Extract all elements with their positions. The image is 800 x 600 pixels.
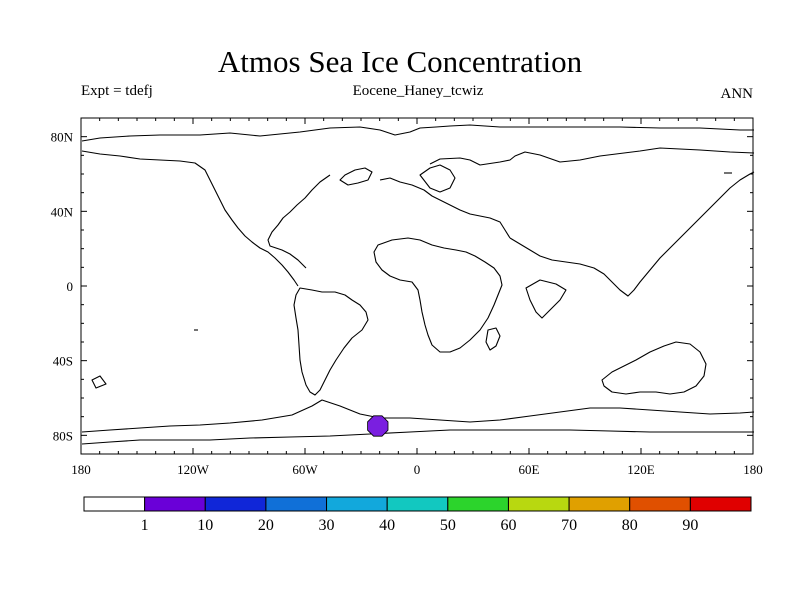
longitude-tick-label: 120E	[627, 462, 655, 477]
latitude-tick-label: 80N	[51, 130, 74, 145]
colorbar-swatch	[629, 496, 691, 512]
longitude-tick-label: 120W	[177, 462, 210, 477]
colorbar-swatch	[447, 496, 509, 512]
latitude-labels: 80N 40N 0 40S 80S	[51, 130, 74, 444]
longitude-tick-label: 60E	[519, 462, 540, 477]
latitude-tick-label: 80S	[53, 428, 73, 443]
colorbar-swatch	[204, 496, 267, 512]
colorbar-swatch	[507, 496, 570, 512]
colorbar-tick-label: 30	[319, 517, 335, 534]
colorbar	[83, 496, 752, 512]
coastlines	[81, 124, 755, 445]
colorbar-tick-label: 40	[379, 517, 395, 534]
colorbar-tick-label: 80	[622, 517, 638, 534]
latitude-tick-label: 40N	[51, 204, 74, 219]
map-ticks	[80, 117, 754, 455]
colorbar-swatch	[689, 496, 752, 512]
season-label: ANN	[720, 86, 754, 102]
colorbar-tick-label: 1	[141, 517, 149, 534]
latitude-tick-label: 0	[67, 279, 74, 294]
colorbar-swatch	[83, 496, 146, 512]
sea-ice-patch	[367, 415, 389, 437]
colorbar-tick-label: 90	[682, 517, 698, 534]
experiment-label: Expt = tdefj	[81, 83, 153, 99]
latitude-tick-label: 40S	[53, 354, 73, 369]
case-label: Eocene_Haney_tcwiz	[352, 83, 484, 99]
colorbar-swatch	[144, 496, 206, 512]
colorbar-tick-label: 60	[500, 517, 516, 534]
colorbar-swatch	[386, 496, 449, 512]
colorbar-tick-label: 50	[440, 517, 456, 534]
longitude-tick-label: 180	[743, 462, 763, 477]
map-frame	[80, 117, 754, 455]
colorbar-tick-label: 70	[561, 517, 577, 534]
colorbar-tick-label: 10	[197, 517, 213, 534]
longitude-tick-label: 180	[71, 462, 91, 477]
longitude-tick-label: 60W	[292, 462, 318, 477]
colorbar-swatch	[265, 496, 328, 512]
longitude-labels: 180 120W 60W 0 60E 120E 180	[71, 462, 763, 477]
colorbar-swatch	[568, 496, 631, 512]
colorbar-labels: 1 10 20 30 40 50 60 70 80 90	[141, 517, 699, 534]
chart-title: Atmos Sea Ice Concentration	[217, 44, 583, 79]
colorbar-swatch	[326, 496, 388, 512]
longitude-tick-label: 0	[414, 462, 421, 477]
colorbar-tick-label: 20	[258, 517, 274, 534]
